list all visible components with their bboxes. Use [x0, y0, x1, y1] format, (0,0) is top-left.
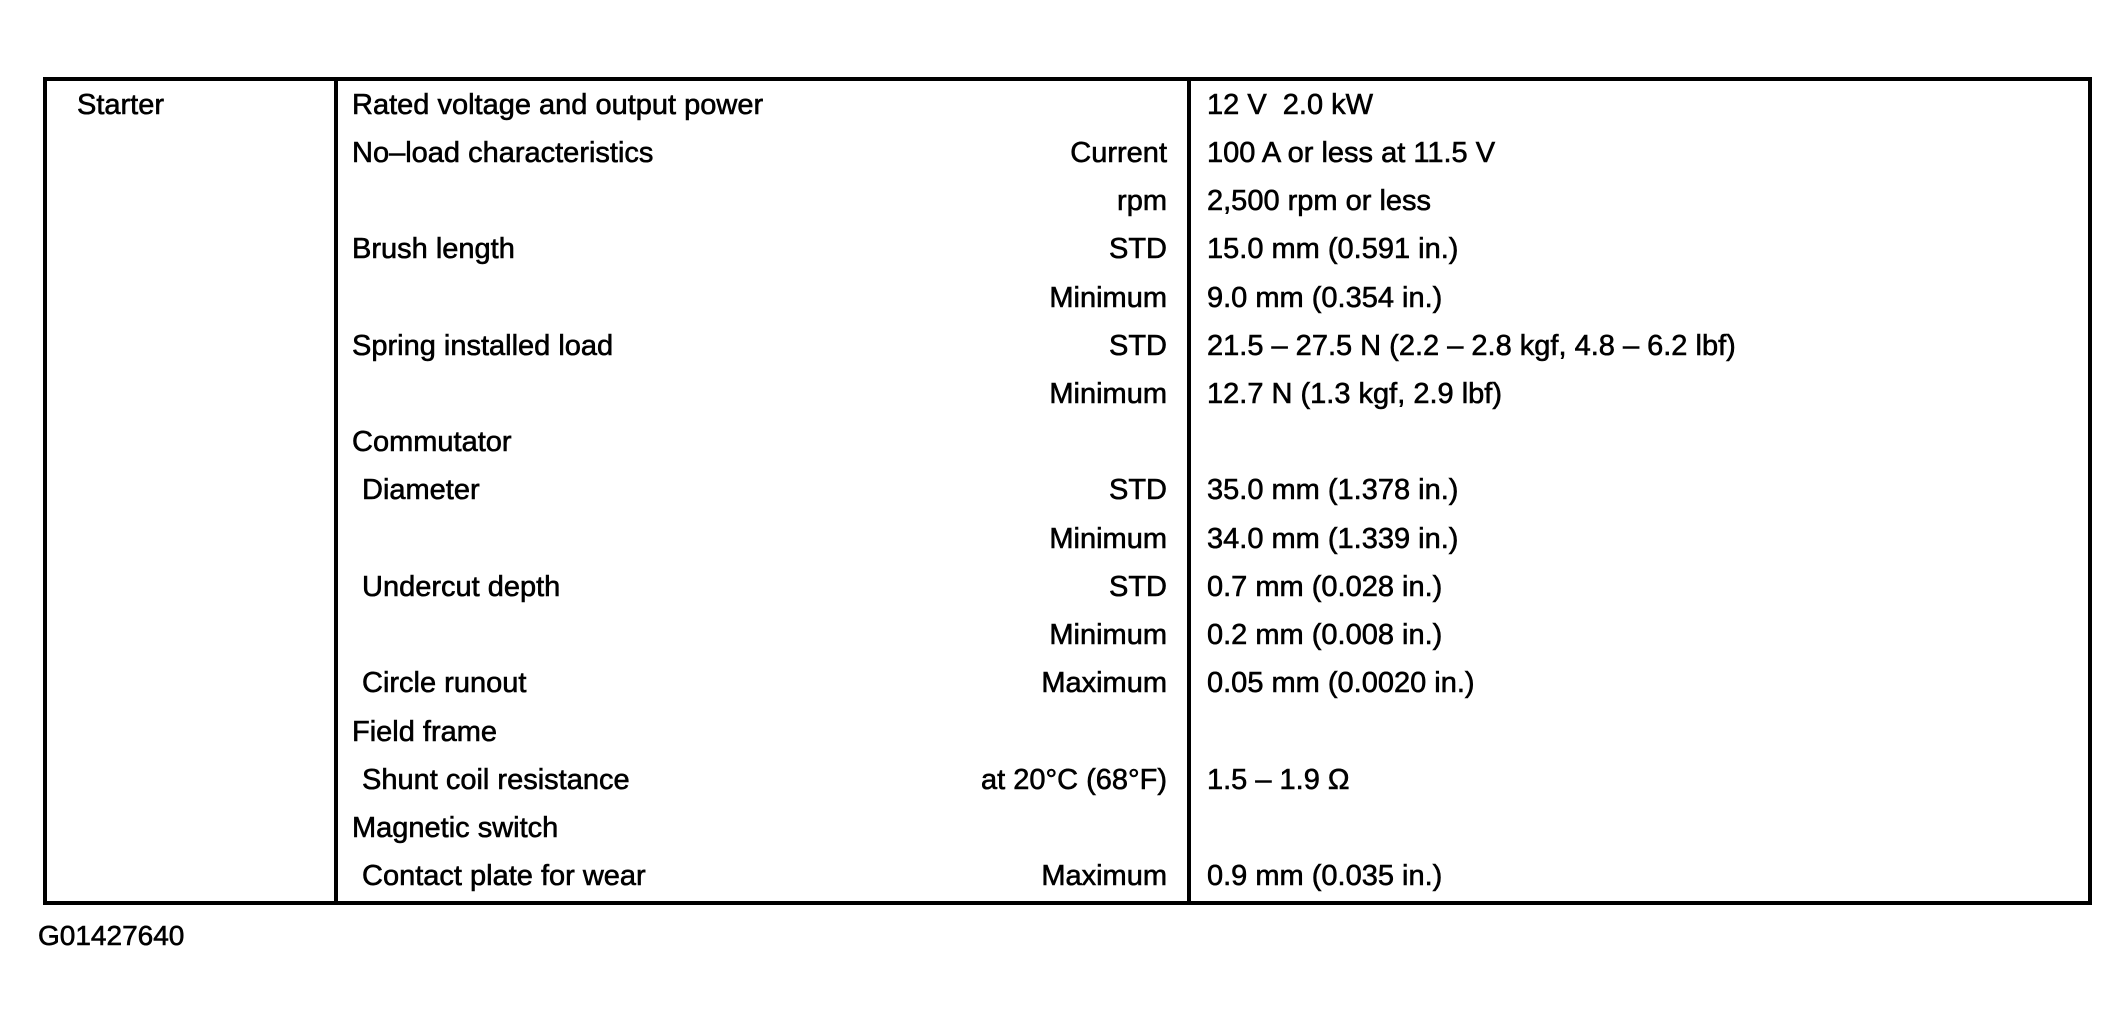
figure-id: G01427640	[38, 920, 185, 952]
spec-row-rated-voltage: Rated voltage and output power 12 V 2.0 …	[338, 81, 2088, 130]
starter-spec-table: Starter Rated voltage and output power 1…	[43, 77, 2092, 905]
condition-label: Current	[1070, 136, 1167, 170]
value-label: 100 A or less at 11.5 V	[1207, 136, 1496, 170]
value-label: 12 V 2.0 kW	[1207, 88, 1374, 121]
value-label: 2,500 rpm or less	[1207, 185, 1432, 218]
item-label: Contact plate for wear	[362, 860, 646, 893]
condition-label: STD	[1109, 474, 1168, 507]
item-label: No–load characteristics	[352, 136, 654, 170]
item-label: Rated voltage and output power	[352, 88, 764, 121]
spec-row-brush-length-min: Minimum 9.0 mm (0.354 in.)	[338, 273, 2088, 323]
value-label: 35.0 mm (1.378 in.)	[1207, 474, 1459, 507]
spec-row-brush-length-std: Brush length STD 15.0 mm (0.591 in.)	[338, 225, 2088, 274]
value-label: 34.0 mm (1.339 in.)	[1207, 522, 1459, 555]
value-label: 1.5 – 1.9 Ω	[1207, 763, 1350, 797]
component-name: Starter	[77, 88, 165, 121]
spec-row-field-frame-header: Field frame	[338, 708, 2088, 757]
item-label: Diameter	[362, 474, 480, 507]
item-label: Commutator	[352, 426, 512, 459]
item-label: Circle runout	[362, 667, 527, 700]
item-label: Brush length	[352, 233, 515, 266]
spec-row-contact-plate: Contact plate for wear Maximum 0.9 mm (0.…	[338, 852, 2088, 901]
condition-label: Maximum	[1041, 860, 1167, 893]
spec-row-noload-rpm: rpm 2,500 rpm or less	[338, 177, 2088, 226]
spec-row-undercut-std: Undercut depth STD 0.7 mm (0.028 in.)	[338, 563, 2088, 612]
value-label: 12.7 N (1.3 kgf, 2.9 lbf)	[1207, 378, 1503, 411]
spec-rows: Rated voltage and output power 12 V 2.0 …	[338, 81, 2088, 901]
condition-label: Minimum	[1049, 378, 1167, 411]
value-label: 0.05 mm (0.0020 in.)	[1207, 667, 1475, 700]
condition-label: STD	[1109, 570, 1168, 604]
value-label: 21.5 – 27.5 N (2.2 – 2.8 kgf, 4.8 – 6.2 …	[1207, 329, 1736, 362]
condition-label: at 20°C (68°F)	[981, 763, 1168, 797]
spec-row-noload-current: No–load characteristics Current 100 A or …	[338, 129, 2088, 178]
condition-label: Maximum	[1041, 667, 1167, 700]
component-column: Starter	[47, 81, 338, 901]
spec-row-spring-load-std: Spring installed load STD 21.5 – 27.5 N (…	[338, 322, 2088, 371]
spec-row-commutator-header: Commutator	[338, 418, 2088, 467]
item-label: Field frame	[352, 715, 498, 748]
item-label: Shunt coil resistance	[362, 763, 630, 797]
value-label: 0.7 mm (0.028 in.)	[1207, 570, 1443, 604]
spec-row-spring-load-min: Minimum 12.7 N (1.3 kgf, 2.9 lbf)	[338, 370, 2088, 419]
spec-row-undercut-min: Minimum 0.2 mm (0.008 in.)	[338, 611, 2088, 660]
value-label: 0.9 mm (0.035 in.)	[1207, 860, 1443, 893]
spec-row-shunt-coil: Shunt coil resistance at 20°C (68°F) 1.5 …	[338, 756, 2088, 805]
item-label: Spring installed load	[352, 329, 614, 362]
value-label: 15.0 mm (0.591 in.)	[1207, 233, 1459, 266]
spec-row-diameter-min: Minimum 34.0 mm (1.339 in.)	[338, 515, 2088, 564]
condition-label: Minimum	[1049, 522, 1167, 555]
condition-label: STD	[1109, 233, 1168, 266]
condition-label: Minimum	[1049, 281, 1167, 314]
spec-row-diameter-std: Diameter STD 35.0 mm (1.378 in.)	[338, 466, 2088, 516]
condition-label: STD	[1109, 329, 1168, 362]
value-label: 0.2 mm (0.008 in.)	[1207, 619, 1443, 652]
value-label: 9.0 mm (0.354 in.)	[1207, 281, 1443, 314]
item-label: Magnetic switch	[352, 812, 559, 845]
spec-row-circle-runout: Circle runout Maximum 0.05 mm (0.0020 in.…	[338, 659, 2088, 709]
item-label: Undercut depth	[362, 570, 561, 604]
spec-row-magnetic-switch-header: Magnetic switch	[338, 804, 2088, 853]
condition-label: Minimum	[1049, 619, 1167, 652]
condition-label: rpm	[1117, 185, 1168, 218]
